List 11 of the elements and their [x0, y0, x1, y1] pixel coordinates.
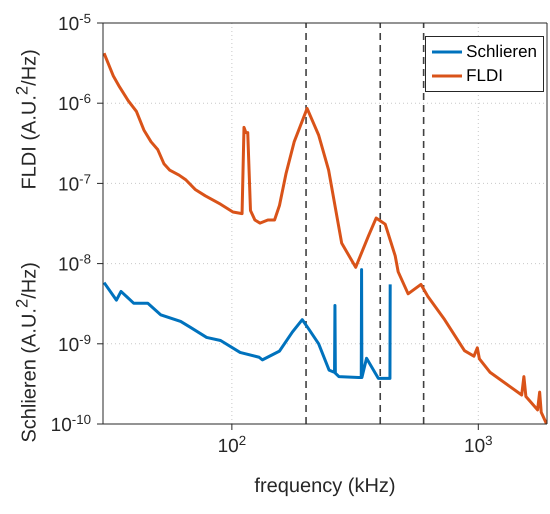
y-tick-label: 10$^{-9}$	[58, 331, 91, 356]
legend-label: FLDI	[466, 66, 503, 86]
y-tick-label: 10$^{-8}$	[58, 251, 91, 276]
y-tick-label: 10$^{-6}$	[58, 90, 91, 116]
x-tick-label: 10$^{3}$	[464, 432, 493, 457]
y-tick-label: 10$^{-10}$	[50, 412, 91, 436]
x-axis-title: frequency (kHz)	[254, 475, 396, 497]
y-tick-label: 10$^{-5}$	[58, 10, 91, 35]
x-tick-label: 10$^{2}$	[218, 432, 246, 457]
y-tick-label: 10$^{-7}$	[58, 170, 91, 196]
legend-label: Schlieren	[466, 42, 537, 62]
